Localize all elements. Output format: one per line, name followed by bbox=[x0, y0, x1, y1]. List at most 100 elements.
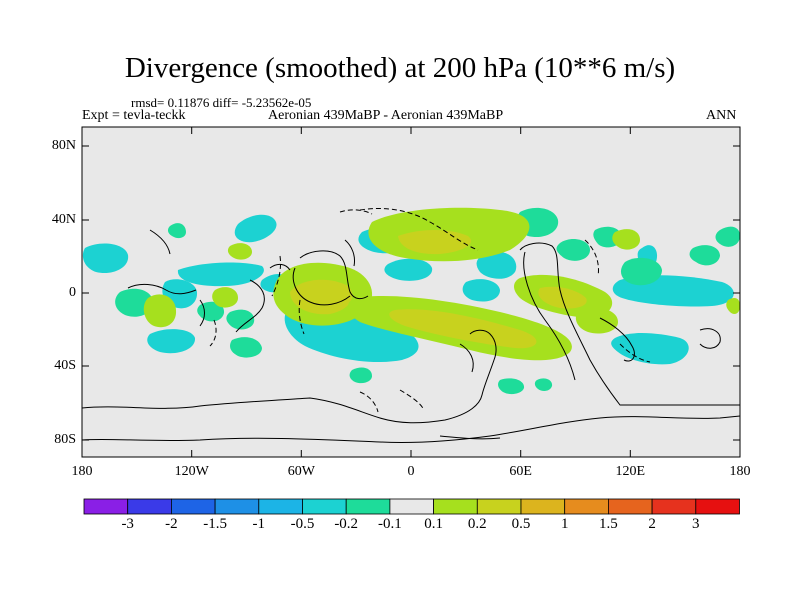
region bbox=[82, 243, 129, 274]
colorbar-label: 1 bbox=[560, 516, 569, 532]
region bbox=[290, 279, 353, 315]
colorbar-label: 0.5 bbox=[511, 516, 531, 532]
region bbox=[384, 258, 433, 281]
colorbar-swatch bbox=[695, 498, 740, 515]
region bbox=[556, 239, 590, 261]
outline bbox=[299, 250, 369, 300]
region bbox=[575, 307, 618, 334]
dashed-outline bbox=[209, 319, 217, 347]
dashed-outline bbox=[271, 255, 281, 297]
outline bbox=[199, 299, 205, 327]
colorbar-label: -1 bbox=[252, 516, 266, 532]
outline bbox=[599, 317, 635, 362]
colorbar-label: 1.5 bbox=[599, 516, 618, 532]
region bbox=[715, 226, 740, 247]
colorbar-label: -3 bbox=[121, 516, 134, 532]
region bbox=[177, 262, 264, 287]
x-tick-label: 120E bbox=[615, 464, 646, 479]
region bbox=[234, 214, 277, 243]
dashed-coastlines bbox=[209, 208, 651, 413]
region bbox=[143, 294, 177, 328]
colorbar-swatch bbox=[651, 498, 697, 515]
x-tick-label: 180 bbox=[71, 464, 93, 479]
colorbar-label: -2 bbox=[165, 516, 178, 532]
outline bbox=[699, 328, 721, 349]
y-tick-label: 40N bbox=[51, 212, 76, 227]
region bbox=[167, 223, 186, 239]
region bbox=[612, 229, 640, 250]
x-tick-label: 120W bbox=[174, 464, 209, 479]
dashed-outline bbox=[399, 389, 425, 411]
colorbar-swatch bbox=[127, 498, 172, 515]
dashed-outline bbox=[619, 343, 651, 363]
season-label: ANN bbox=[706, 108, 737, 123]
region bbox=[726, 298, 740, 314]
region bbox=[212, 287, 238, 308]
colorbar-swatch bbox=[433, 498, 478, 515]
region bbox=[349, 367, 372, 384]
colorbar-label: 2 bbox=[648, 516, 656, 532]
colorbar-swatch bbox=[608, 498, 653, 515]
colorbar-swatch bbox=[170, 498, 216, 515]
colorbar-swatch bbox=[258, 498, 303, 515]
outline bbox=[439, 435, 501, 440]
x-tick-label: 60E bbox=[509, 464, 532, 479]
dashed-outline bbox=[584, 239, 599, 277]
region bbox=[227, 243, 252, 260]
dashed-outline bbox=[359, 391, 379, 413]
region bbox=[226, 309, 255, 330]
positive-divergence-regions bbox=[143, 207, 740, 361]
region bbox=[611, 333, 689, 365]
colorbar-swatch bbox=[389, 498, 434, 515]
region bbox=[534, 378, 553, 391]
y-tick-label: 0 bbox=[69, 285, 76, 300]
colorbar-swatch bbox=[564, 498, 609, 515]
colorbar-swatch bbox=[476, 498, 522, 515]
outline bbox=[235, 279, 265, 333]
dashed-outline bbox=[298, 299, 305, 335]
outline bbox=[82, 329, 497, 424]
x-tick-label: 180 bbox=[729, 464, 751, 479]
y-tick-label: 40S bbox=[54, 358, 76, 373]
outline bbox=[523, 251, 576, 381]
y-tick-label: 80N bbox=[51, 138, 76, 153]
colorbar-label: 0.2 bbox=[467, 516, 487, 532]
region bbox=[389, 309, 537, 349]
region bbox=[462, 279, 500, 302]
colorbar-swatch bbox=[345, 498, 391, 515]
region bbox=[689, 245, 720, 266]
outline bbox=[292, 267, 351, 306]
colorbar-swatch bbox=[214, 498, 260, 515]
colorbar-label: 0.1 bbox=[424, 516, 443, 532]
colorbar-label: -0.5 bbox=[290, 516, 315, 532]
colorbar-swatch bbox=[83, 498, 129, 515]
colorbar-swatch bbox=[520, 498, 566, 515]
colorbar bbox=[83, 498, 740, 515]
dashed-outline bbox=[359, 208, 479, 251]
region bbox=[230, 337, 262, 358]
region bbox=[620, 257, 662, 286]
outline bbox=[459, 343, 474, 373]
outline bbox=[82, 415, 740, 444]
outline bbox=[344, 239, 355, 267]
outline bbox=[269, 263, 291, 271]
x-tick-label: 0 bbox=[407, 464, 415, 479]
outline bbox=[127, 283, 197, 295]
colorbar-label: -1.5 bbox=[203, 516, 227, 532]
region bbox=[115, 288, 153, 317]
colorbar-label: -0.1 bbox=[378, 516, 402, 532]
region bbox=[476, 251, 517, 279]
outline bbox=[149, 229, 171, 255]
dashed-outline bbox=[339, 209, 373, 215]
colorbar-swatch bbox=[302, 498, 347, 515]
region bbox=[498, 378, 525, 395]
experiment-label: Expt = tevla-teckk bbox=[82, 108, 186, 123]
y-tick-label: 80S bbox=[54, 432, 76, 447]
region bbox=[147, 329, 196, 354]
x-ticks bbox=[81, 127, 741, 457]
colorbar-label: 3 bbox=[692, 516, 700, 532]
period-label: Aeronian 439MaBP - Aeronian 439MaBP bbox=[268, 108, 504, 123]
stats-text: rmsd= 0.11876 diff= -5.23562e-05 bbox=[131, 95, 312, 110]
map-plot-area bbox=[82, 127, 740, 457]
